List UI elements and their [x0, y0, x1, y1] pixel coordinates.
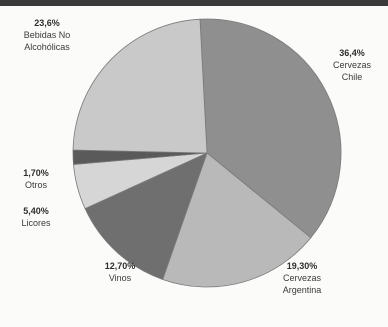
slice-name-line-4-0: Otros — [25, 180, 48, 190]
slice-name-line-0-1: Chile — [342, 72, 363, 82]
slice-percent-5: 23,6% — [34, 18, 60, 28]
pie-slice-1 — [162, 152, 312, 288]
slice-label-3: 5,40% Licores — [21, 206, 51, 228]
slice-name-line-2-0: Vinos — [109, 273, 132, 283]
pie-slices — [72, 18, 342, 288]
slice-name-line-0-0: Cervezas — [333, 60, 372, 70]
top-bar — [0, 0, 388, 6]
slice-label-4: 1,70% Otros — [23, 168, 49, 190]
pie-slice-2 — [84, 152, 208, 280]
slice-percent-0: 36,4% — [339, 48, 365, 58]
slice-label-1: 19,30% Cervezas Argentina — [283, 261, 322, 295]
slice-label-0: 36,4% Cervezas Chile — [333, 48, 372, 82]
slice-name-line-1-1: Argentina — [283, 285, 322, 295]
slice-percent-4: 1,70% — [23, 168, 49, 178]
slice-name-line-5-0: Bebidas No — [24, 30, 71, 40]
slice-percent-2: 12,70% — [105, 261, 136, 271]
slice-label-2: 12,70% Vinos — [105, 261, 136, 283]
pie-labels: 36,4% Cervezas Chile 19,30% Cervezas Argentin… — [21, 18, 371, 295]
slice-name-line-5-1: Alcohólicas — [24, 42, 70, 52]
pie-slice-5 — [72, 18, 208, 154]
slice-name-line-1-0: Cervezas — [283, 273, 322, 283]
slice-label-5: 23,6% Bebidas No Alcohólicas — [24, 18, 71, 52]
slice-name-line-3-0: Licores — [21, 218, 51, 228]
slice-percent-3: 5,40% — [23, 206, 49, 216]
slice-percent-1: 19,30% — [287, 261, 318, 271]
pie-slice-0 — [199, 18, 342, 239]
